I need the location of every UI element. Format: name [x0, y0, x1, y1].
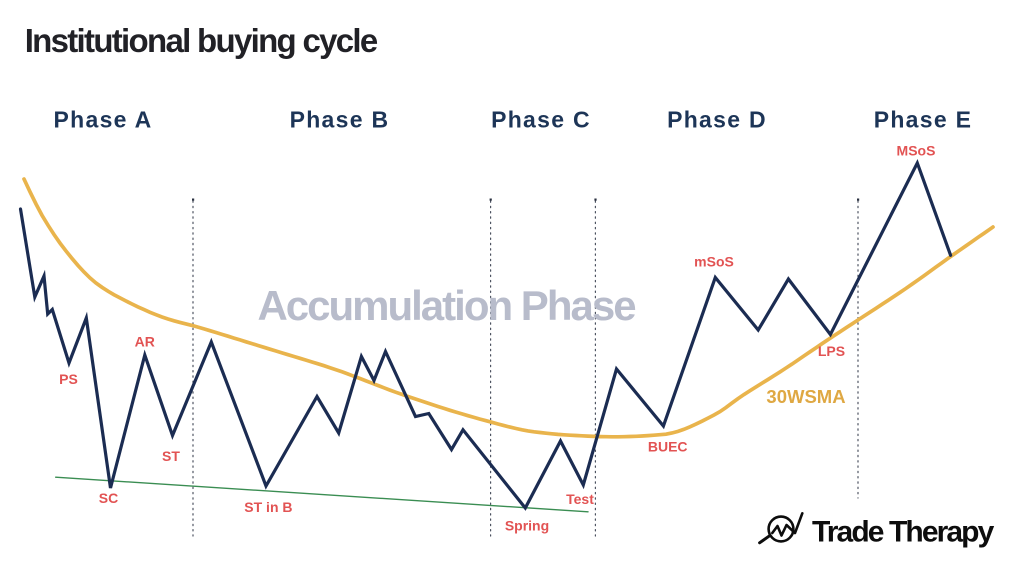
- svg-text:Test: Test: [566, 491, 594, 507]
- svg-text:ST in B: ST in B: [244, 499, 292, 515]
- svg-text:Trade Therapy: Trade Therapy: [812, 515, 995, 548]
- svg-text:Phase B: Phase B: [290, 107, 390, 133]
- svg-text:Spring: Spring: [505, 518, 549, 534]
- svg-text:Phase E: Phase E: [874, 107, 973, 133]
- svg-text:30WSMA: 30WSMA: [766, 386, 845, 407]
- svg-text:Phase D: Phase D: [667, 107, 767, 133]
- svg-text:Phase C: Phase C: [491, 107, 591, 133]
- svg-text:ST: ST: [162, 448, 180, 464]
- svg-text:AR: AR: [135, 334, 155, 350]
- svg-text:Phase A: Phase A: [53, 107, 152, 133]
- svg-text:BUEC: BUEC: [648, 439, 688, 455]
- svg-text:MSoS: MSoS: [897, 143, 936, 159]
- svg-text:PS: PS: [59, 371, 78, 387]
- svg-text:Accumulation Phase: Accumulation Phase: [257, 282, 635, 329]
- svg-text:Institutional buying cycle: Institutional buying cycle: [25, 22, 378, 59]
- svg-text:mSoS: mSoS: [694, 254, 734, 270]
- svg-text:LPS: LPS: [818, 343, 845, 359]
- svg-text:SC: SC: [99, 490, 118, 506]
